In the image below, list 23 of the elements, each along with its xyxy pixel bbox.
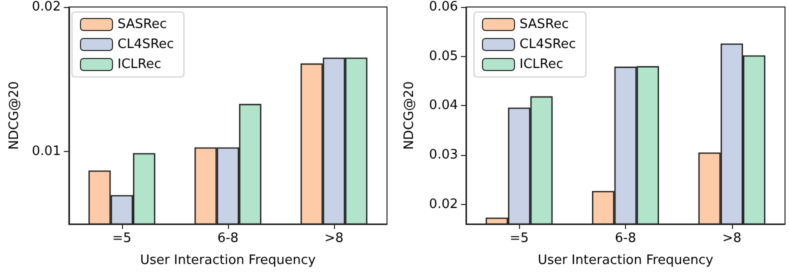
y-tick-label: 0.02 (32, 0, 61, 14)
x-axis-title: User Interaction Frequency (140, 253, 316, 268)
x-tick-label: =5 (112, 231, 132, 246)
legend-label: SASRec (118, 17, 167, 32)
x-tick-label: >8 (324, 231, 344, 246)
legend-label: ICLRec (520, 57, 564, 72)
y-tick-label: 0.03 (429, 147, 458, 162)
legend-label: CL4SRec (520, 37, 576, 52)
legend-label: SASRec (520, 17, 569, 32)
y-tick-label: 0.02 (429, 196, 458, 212)
y-axis-title: NDCG@20 (7, 81, 22, 150)
y-axis-title: NDCG@20 (402, 81, 417, 150)
y-tick-label: 0.04 (429, 98, 458, 114)
y-tick-label: 0.06 (429, 0, 458, 14)
y-tick-label: 0.05 (429, 48, 458, 64)
x-axis-title: User Interaction Frequency (538, 253, 714, 268)
x-tick-label: >8 (722, 231, 742, 246)
legend-label: CL4SRec (118, 37, 174, 52)
x-tick-label: 6-8 (614, 231, 636, 246)
y-tick-label: 0.01 (32, 144, 61, 160)
x-tick-label: 6-8 (217, 231, 239, 246)
legend-label: ICLRec (118, 57, 162, 72)
x-tick-label: =5 (510, 231, 529, 246)
